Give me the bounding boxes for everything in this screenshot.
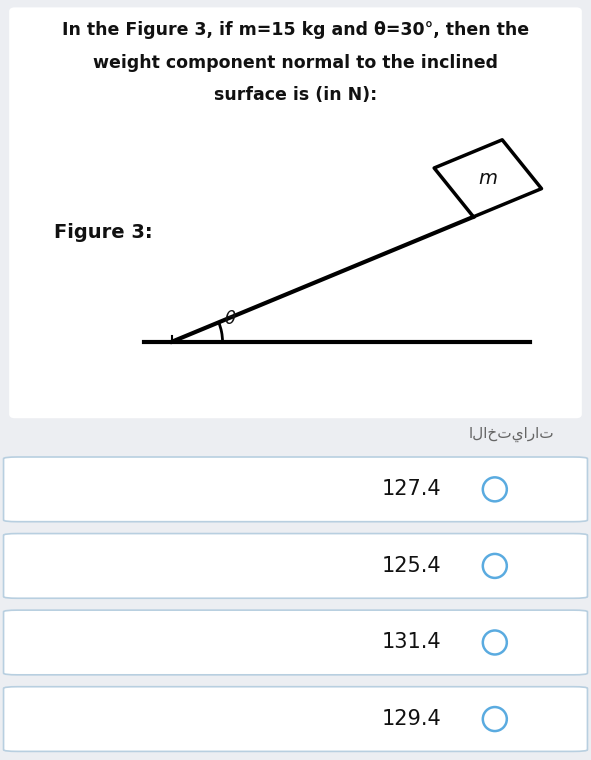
- Text: 131.4: 131.4: [382, 632, 441, 653]
- Text: weight component normal to the inclined: weight component normal to the inclined: [93, 54, 498, 71]
- Text: Figure 3:: Figure 3:: [54, 223, 152, 242]
- Text: الاختيارات: الاختيارات: [468, 426, 554, 442]
- Text: In the Figure 3, if m=15 kg and θ=30°, then the: In the Figure 3, if m=15 kg and θ=30°, t…: [62, 21, 529, 40]
- Polygon shape: [434, 140, 541, 217]
- FancyBboxPatch shape: [4, 534, 587, 598]
- Text: m: m: [478, 169, 498, 188]
- Text: 125.4: 125.4: [382, 556, 441, 576]
- FancyBboxPatch shape: [4, 457, 587, 521]
- FancyBboxPatch shape: [4, 610, 587, 675]
- Text: 129.4: 129.4: [382, 709, 441, 729]
- FancyBboxPatch shape: [4, 687, 587, 752]
- Text: θ: θ: [225, 309, 236, 328]
- Text: surface is (in N):: surface is (in N):: [214, 86, 377, 104]
- FancyBboxPatch shape: [9, 8, 582, 418]
- Text: 127.4: 127.4: [382, 480, 441, 499]
